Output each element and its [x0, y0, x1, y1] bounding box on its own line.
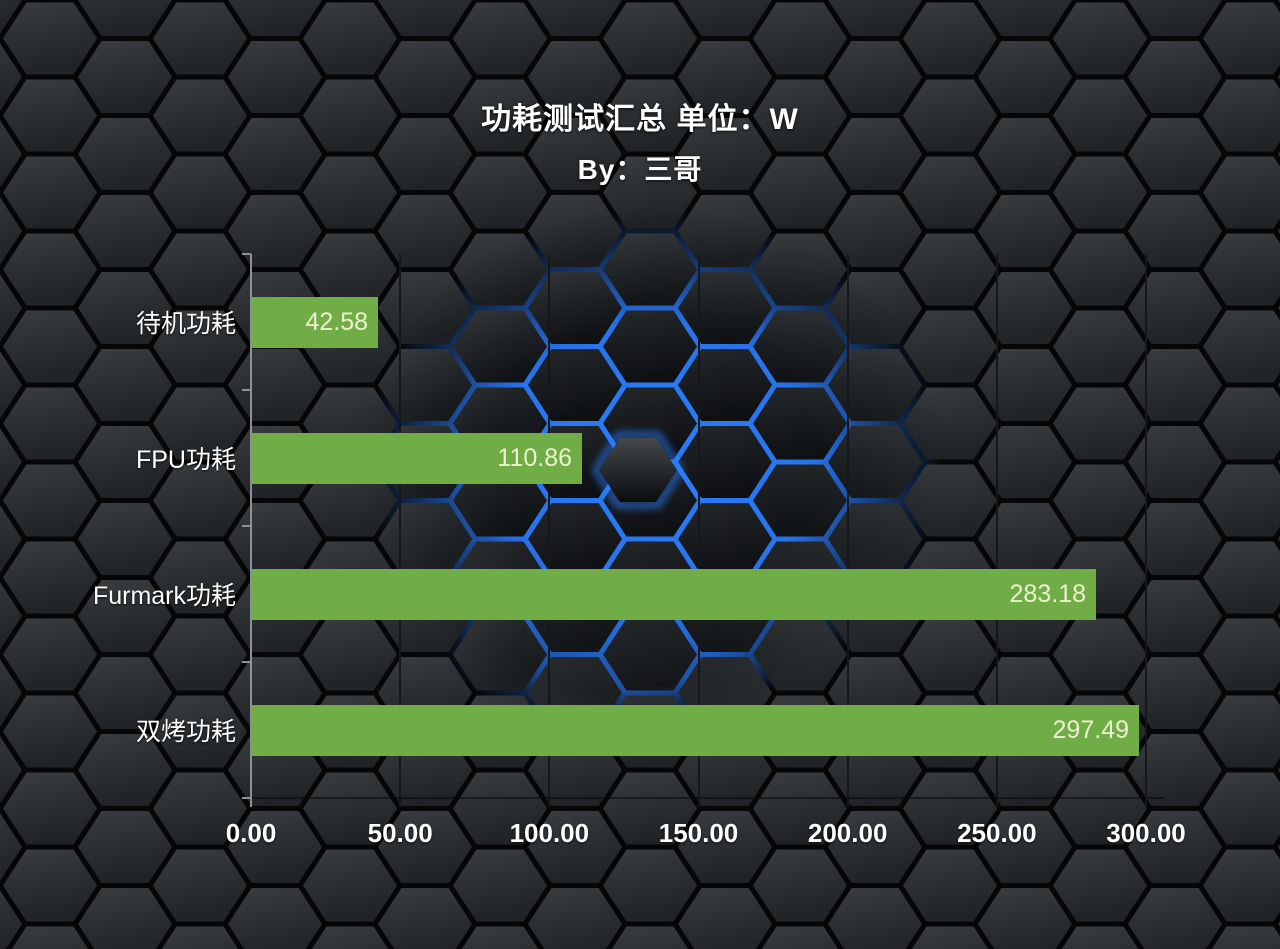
gridline — [548, 254, 551, 806]
category-label: Furmark功耗 — [92, 582, 236, 610]
category-label: 双烤功耗 — [135, 718, 236, 746]
x-tick-mark — [846, 798, 849, 807]
chart-title: 功耗测试汇总 单位：W — [481, 103, 799, 136]
x-tick-label: 150.00 — [658, 818, 739, 848]
gridline — [995, 254, 998, 806]
y-axis-tick — [242, 253, 251, 255]
bar-value-label: 110.86 — [497, 443, 572, 472]
gridline — [846, 254, 849, 806]
y-axis-tick — [242, 661, 251, 663]
x-tick-mark — [1145, 798, 1147, 807]
category-label: 待机功耗 — [135, 310, 236, 338]
bar-value-label: 297.49 — [1052, 715, 1129, 744]
bar-value-label: 283.18 — [1009, 579, 1086, 608]
bar: 283.18 — [251, 568, 1096, 620]
gridline — [399, 254, 402, 806]
x-tick-mark — [548, 798, 551, 807]
bar: 42.58 — [251, 296, 378, 348]
y-axis-tick — [242, 525, 251, 527]
x-axis-line — [250, 797, 1165, 799]
x-tick-label: 250.00 — [957, 818, 1037, 848]
bar: 110.86 — [251, 432, 582, 484]
featured-hexagon — [592, 432, 684, 508]
gridline — [1145, 254, 1147, 806]
x-tick-label: 300.00 — [1106, 818, 1186, 848]
x-tick-label: 200.00 — [807, 818, 888, 848]
chart-byline: By：三哥 — [577, 154, 703, 185]
y-axis-tick — [242, 797, 251, 799]
x-tick-mark — [995, 798, 998, 807]
x-tick-label: 100.00 — [509, 818, 590, 848]
y-axis-line — [250, 254, 252, 807]
bar-value-label: 42.58 — [305, 307, 368, 336]
x-tick-label: 0.00 — [225, 818, 277, 848]
x-tick-mark — [697, 798, 700, 807]
bar: 297.49 — [251, 704, 1139, 756]
x-tick-label: 50.00 — [367, 818, 433, 848]
y-axis-tick — [242, 389, 251, 391]
x-tick-mark — [399, 798, 402, 807]
gridline — [697, 254, 700, 806]
category-label: FPU功耗 — [135, 446, 236, 474]
